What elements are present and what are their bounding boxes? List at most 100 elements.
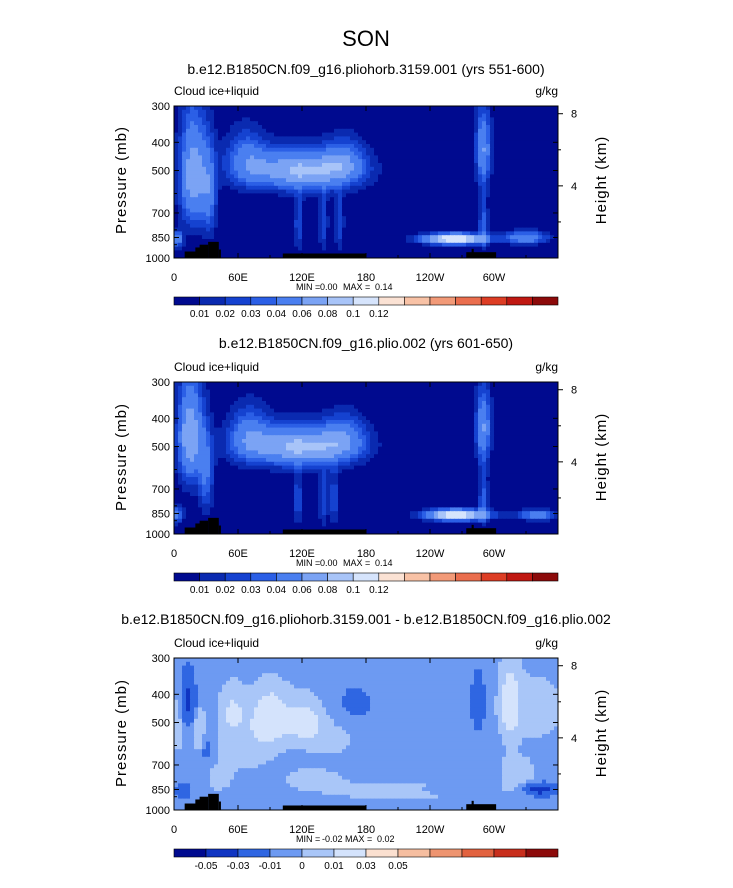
contour-cell <box>454 197 459 202</box>
contour-cell <box>194 155 199 160</box>
contour-cell <box>554 106 558 111</box>
contour-cell <box>402 151 407 156</box>
contour-cell <box>294 397 299 402</box>
contour-cell <box>526 254 531 258</box>
contour-cell <box>198 393 203 398</box>
contour-cell <box>334 404 339 410</box>
contour-cell <box>310 235 315 240</box>
contour-cell <box>306 109 311 115</box>
contour-cell <box>526 212 531 217</box>
contour-cell <box>278 140 283 145</box>
contour-cell <box>446 151 451 156</box>
contour-cell <box>474 404 479 410</box>
contour-cell <box>314 197 319 202</box>
contour-cell <box>554 121 558 126</box>
contour-cell <box>218 220 223 225</box>
contour-cell <box>202 208 207 213</box>
contour-cell <box>442 140 447 145</box>
contour-cell <box>374 178 379 183</box>
contour-cell <box>358 201 363 206</box>
contour-cell <box>254 393 259 398</box>
contour-cell <box>406 393 411 398</box>
contour-cell <box>306 201 311 206</box>
contour-cell <box>238 140 243 145</box>
panel-2-min-label: MIN = <box>296 558 320 568</box>
contour-cell <box>358 155 363 160</box>
contour-cell <box>518 136 523 141</box>
contour-cell <box>238 389 243 394</box>
contour-cell <box>422 144 427 149</box>
contour-cell <box>506 408 511 413</box>
contour-cell <box>466 231 471 236</box>
contour-cell <box>378 220 383 225</box>
contour-cell <box>210 159 215 164</box>
contour-cell <box>402 159 407 164</box>
contour-cell <box>198 227 203 232</box>
contour-cell <box>522 220 527 225</box>
contour-cell <box>426 385 431 391</box>
contour-cell <box>362 147 367 153</box>
contour-cell <box>314 220 319 225</box>
contour-cell <box>530 393 535 398</box>
contour-cell <box>334 212 339 217</box>
contour-cell <box>306 250 311 255</box>
contour-cell <box>302 401 307 406</box>
contour-cell <box>310 151 315 156</box>
contour-cell <box>274 231 279 236</box>
contour-cell <box>182 246 187 251</box>
contour-cell <box>470 216 475 221</box>
contour-cell <box>210 208 215 213</box>
contour-cell <box>330 113 335 118</box>
contour-cell <box>446 235 451 240</box>
contour-cell <box>542 401 547 406</box>
contour-cell <box>262 166 267 172</box>
contour-cell <box>486 420 491 425</box>
contour-cell <box>218 174 223 179</box>
contour-cell <box>258 140 263 145</box>
contour-cell <box>526 117 531 122</box>
contour-cell <box>306 408 311 413</box>
contour-cell <box>206 201 211 206</box>
contour-cell <box>434 144 439 149</box>
contour-cell <box>298 397 303 402</box>
contour-cell <box>274 109 279 115</box>
contour-cell <box>502 385 507 391</box>
panel-1: b.e12.B1850CN.f09_g16.pliohorb.3159.001 … <box>113 61 610 320</box>
contour-cell <box>222 254 227 258</box>
contour-cell <box>550 174 555 179</box>
contour-cell <box>410 420 415 425</box>
contour-cell <box>230 106 235 111</box>
contour-cell <box>394 106 399 111</box>
contour-cell <box>226 136 231 141</box>
contour-cell <box>174 189 179 194</box>
panel-1-colorbar: 0.01 0.02 0.03 0.04 0.06 0.08 0.1 0.12 <box>173 296 559 320</box>
contour-cell <box>538 231 543 236</box>
contour-cell <box>182 227 187 232</box>
contour-cell <box>546 242 551 248</box>
contour-cell <box>486 416 491 421</box>
contour-cell <box>346 132 351 137</box>
contour-cell <box>254 170 259 175</box>
contour-cell <box>230 197 235 202</box>
contour-cell <box>422 151 427 156</box>
contour-cell <box>374 420 379 425</box>
contour-cell <box>334 132 339 137</box>
contour-cell <box>378 174 383 179</box>
contour-cell <box>442 235 447 240</box>
contour-cell <box>550 189 555 194</box>
contour-cell <box>470 117 475 122</box>
contour-cell <box>494 136 499 141</box>
contour-cell <box>386 212 391 217</box>
contour-cell <box>534 197 539 202</box>
contour-cell <box>414 121 419 126</box>
contour-cell <box>478 393 483 398</box>
contour-cell <box>502 231 507 236</box>
contour-cell <box>478 382 483 387</box>
contour-cell <box>246 227 251 232</box>
contour-cell <box>406 408 411 413</box>
contour-cell <box>262 151 267 156</box>
contour-cell <box>498 412 503 417</box>
contour-cell <box>234 227 239 232</box>
contour-cell <box>518 385 523 391</box>
contour-cell <box>326 178 331 183</box>
